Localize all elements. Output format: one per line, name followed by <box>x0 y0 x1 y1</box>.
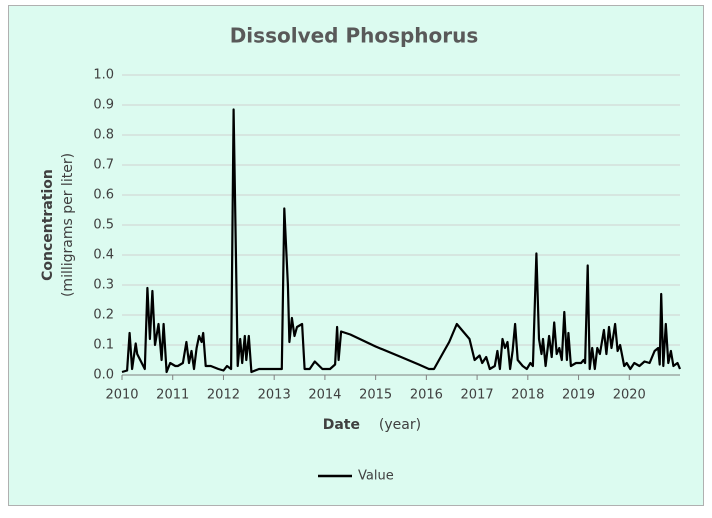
y-tick-label: 0.8 <box>93 128 114 143</box>
x-tick-label: 2011 <box>156 388 189 403</box>
y-tick-label: 0.3 <box>93 278 114 293</box>
x-tick-label: 2018 <box>511 388 544 403</box>
y-tick-label: 0.1 <box>93 338 114 353</box>
y-tick-label: 1.0 <box>93 68 114 83</box>
y-axis-title: Concentration <box>40 169 56 281</box>
x-tick-label: 2019 <box>562 388 595 403</box>
x-tick-label: 2017 <box>461 388 494 403</box>
x-tick-label: 2015 <box>359 388 392 403</box>
x-tick-label: 2016 <box>410 388 443 403</box>
chart-title: Dissolved Phosphorus <box>230 24 479 48</box>
legend-label: Value <box>358 469 394 484</box>
x-tick-label: 2013 <box>258 388 291 403</box>
y-tick-label: 0.0 <box>93 368 114 383</box>
y-tick-label: 0.5 <box>93 218 114 233</box>
x-axis-title: Date <box>323 417 360 433</box>
y-tick-label: 0.9 <box>93 98 114 113</box>
x-tick-label: 2014 <box>308 388 341 403</box>
y-tick-label: 0.7 <box>93 158 114 173</box>
x-tick-label: 2010 <box>105 388 138 403</box>
y-tick-label: 0.2 <box>93 308 114 323</box>
data-line <box>121 108 682 374</box>
y-tick-label: 0.4 <box>93 248 114 263</box>
y-tick-label: 0.6 <box>93 188 114 203</box>
x-axis-unit: (year) <box>379 417 421 433</box>
x-tick-label: 2012 <box>207 388 240 403</box>
y-axis-unit: (milligrams per liter) <box>60 153 76 297</box>
x-tick-label: 2020 <box>613 388 646 403</box>
